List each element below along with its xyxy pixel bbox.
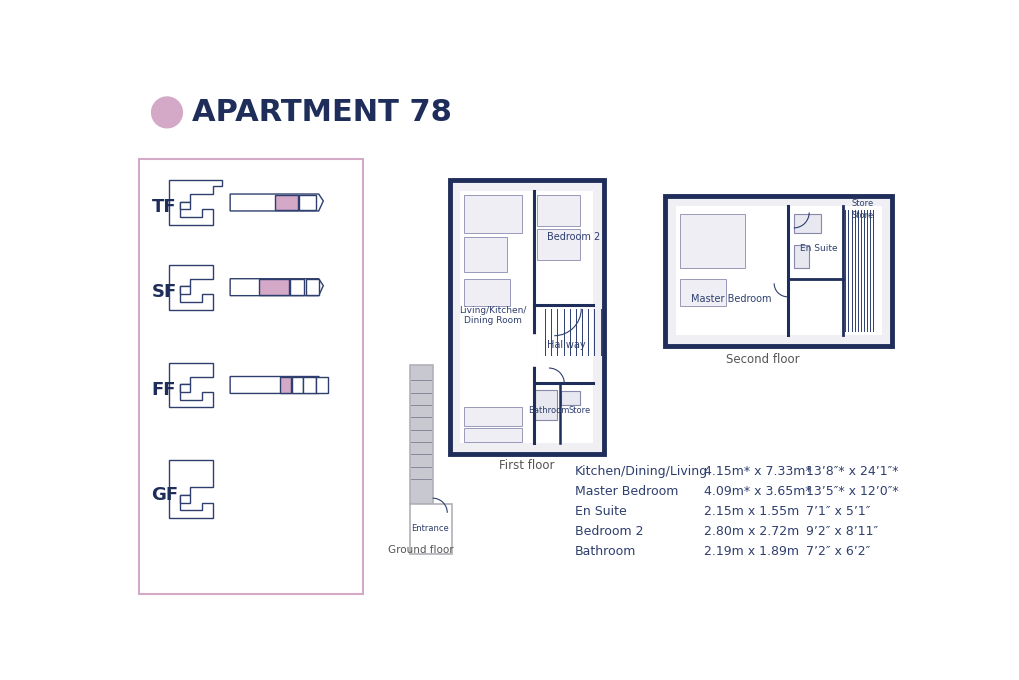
Circle shape	[152, 97, 182, 128]
Text: Store: Store	[568, 406, 590, 415]
Text: 13’8″* x 24’1″*: 13’8″* x 24’1″*	[805, 464, 898, 478]
Polygon shape	[140, 158, 362, 594]
Polygon shape	[464, 237, 506, 272]
Text: APARTMENT 78: APARTMENT 78	[192, 98, 451, 127]
Polygon shape	[460, 191, 592, 443]
Polygon shape	[680, 279, 726, 307]
Text: GF: GF	[152, 486, 178, 504]
Text: FF: FF	[152, 381, 176, 398]
Polygon shape	[180, 286, 190, 294]
Polygon shape	[410, 504, 451, 554]
Polygon shape	[168, 460, 213, 518]
Text: Second floor: Second floor	[726, 353, 799, 366]
Polygon shape	[464, 194, 522, 233]
Text: Kitchen/Dining/Living: Kitchen/Dining/Living	[575, 464, 707, 478]
Text: Dining Room: Dining Room	[464, 316, 521, 325]
Text: Bathroom: Bathroom	[575, 545, 636, 558]
Polygon shape	[168, 265, 213, 309]
Polygon shape	[315, 377, 328, 392]
Text: Store: Store	[851, 211, 872, 220]
Text: 2.15m x 1.55m: 2.15m x 1.55m	[704, 505, 799, 517]
Polygon shape	[793, 214, 820, 233]
Text: Master Bedroom: Master Bedroom	[691, 294, 771, 304]
Polygon shape	[537, 229, 579, 260]
Text: 2.80m x 2.72m: 2.80m x 2.72m	[704, 525, 799, 538]
Polygon shape	[300, 194, 316, 210]
Text: En Suite: En Suite	[575, 505, 627, 517]
Text: 13’5″* x 12’0″*: 13’5″* x 12’0″*	[805, 485, 898, 498]
Polygon shape	[680, 214, 745, 268]
Text: Bedroom 2: Bedroom 2	[546, 232, 599, 242]
Text: Hallway: Hallway	[546, 340, 585, 350]
Polygon shape	[291, 377, 303, 392]
Polygon shape	[230, 279, 323, 296]
Polygon shape	[230, 194, 323, 211]
Polygon shape	[410, 365, 432, 504]
Text: SF: SF	[152, 283, 176, 301]
Text: 7’1″ x 5’1″: 7’1″ x 5’1″	[805, 505, 869, 517]
Polygon shape	[560, 391, 580, 405]
Polygon shape	[535, 390, 556, 420]
Polygon shape	[259, 279, 288, 295]
Text: Entrance: Entrance	[411, 524, 448, 532]
Polygon shape	[168, 362, 213, 407]
Text: TF: TF	[152, 198, 176, 216]
Text: 4.09m* x 3.65m*: 4.09m* x 3.65m*	[704, 485, 811, 498]
Polygon shape	[180, 384, 190, 392]
Text: 4.15m* x 7.33m*: 4.15m* x 7.33m*	[704, 464, 811, 478]
Text: Store: Store	[851, 199, 872, 208]
Text: Bedroom 2: Bedroom 2	[575, 525, 643, 538]
Text: Ground floor: Ground floor	[388, 545, 453, 555]
Polygon shape	[464, 407, 522, 426]
Polygon shape	[464, 279, 510, 307]
Text: En Suite: En Suite	[799, 244, 837, 253]
Text: 7’2″ x 6’2″: 7’2″ x 6’2″	[805, 545, 869, 558]
Text: 9’2″ x 8’11″: 9’2″ x 8’11″	[805, 525, 877, 538]
Polygon shape	[303, 377, 315, 392]
Text: First floor: First floor	[498, 458, 553, 471]
Polygon shape	[274, 194, 298, 210]
Text: Master Bedroom: Master Bedroom	[575, 485, 678, 498]
Polygon shape	[230, 377, 323, 394]
Polygon shape	[290, 279, 304, 295]
Polygon shape	[280, 377, 290, 392]
Polygon shape	[449, 180, 603, 454]
Polygon shape	[537, 194, 579, 226]
Text: 2.19m x 1.89m: 2.19m x 1.89m	[704, 545, 799, 558]
Text: Bathroom: Bathroom	[528, 406, 569, 415]
Polygon shape	[306, 279, 319, 295]
Polygon shape	[664, 196, 892, 345]
Text: Living/Kitchen/: Living/Kitchen/	[459, 306, 526, 315]
Polygon shape	[168, 180, 222, 225]
Polygon shape	[676, 206, 880, 335]
Polygon shape	[464, 428, 522, 442]
Polygon shape	[180, 202, 190, 209]
Polygon shape	[793, 245, 808, 268]
Polygon shape	[180, 495, 190, 503]
